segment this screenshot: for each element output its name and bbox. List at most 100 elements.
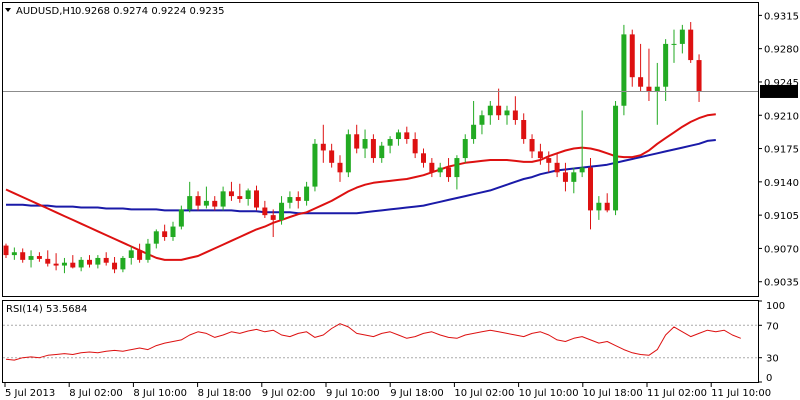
candle-body — [429, 162, 435, 173]
candle — [404, 126, 410, 144]
candle — [479, 110, 485, 135]
candle-body — [36, 256, 42, 259]
candle-body — [588, 167, 593, 211]
candle-body — [28, 256, 34, 260]
candle — [212, 196, 218, 211]
candle-body — [654, 86, 660, 92]
candle-body — [262, 207, 268, 216]
candle — [588, 158, 593, 230]
candle — [120, 256, 126, 273]
price-tick-label: 0.9140 — [764, 178, 799, 189]
candle — [53, 253, 59, 271]
time-tick-label: 9 Jul 18:00 — [390, 388, 444, 399]
candle — [412, 132, 418, 159]
candle-body — [395, 132, 401, 140]
rsi-tick-label: 100 — [766, 301, 785, 312]
candle — [696, 54, 702, 102]
candle — [337, 155, 343, 182]
candle-body — [295, 197, 301, 201]
candle — [329, 143, 335, 168]
candle — [45, 250, 51, 267]
ma-slow-line — [6, 139, 716, 215]
candle-body — [245, 190, 251, 199]
candle-body — [663, 43, 669, 87]
candle-body — [446, 167, 452, 178]
candle-body — [613, 105, 619, 211]
candle-body — [195, 196, 201, 206]
candle — [604, 193, 610, 213]
candle — [629, 29, 635, 87]
candle-body — [379, 145, 385, 159]
current-price-box — [760, 84, 798, 98]
time-tick-label: 8 Jul 18:00 — [198, 388, 252, 399]
time-tick-label: 9 Jul 02:00 — [262, 388, 316, 399]
candle — [487, 100, 493, 125]
time-tick-label: 11 Jul 02:00 — [647, 388, 707, 399]
time-axis: 5 Jul 2013 8 Jul 02:00 8 Jul 10:00 8 Jul 18… — [4, 383, 771, 399]
candle — [354, 124, 360, 154]
candle-body — [604, 202, 610, 211]
candle-body — [103, 257, 109, 263]
candle — [638, 43, 644, 92]
candle — [295, 191, 301, 209]
rsi-title: RSI(14) 53.5684 — [6, 304, 87, 315]
candle — [28, 250, 34, 268]
candle-body — [53, 263, 59, 266]
candle-body — [679, 29, 685, 44]
candle-body — [537, 151, 543, 159]
rsi-series — [5, 323, 741, 361]
candle — [228, 181, 234, 201]
candle-body — [45, 258, 51, 264]
time-tick-label: 9 Jul 10:00 — [326, 388, 380, 399]
moving-averages — [5, 113, 716, 261]
candle-body — [203, 200, 209, 206]
time-tick-label: 10 Jul 02:00 — [454, 388, 514, 399]
candle — [187, 181, 193, 213]
ma-fast-line — [5, 113, 716, 261]
candle-body — [20, 252, 26, 260]
price-tick-label: 0.9315 — [764, 11, 799, 22]
time-tick-label: 10 Jul 10:00 — [519, 388, 579, 399]
candle — [512, 96, 518, 125]
price-tick-label: 0.9280 — [764, 45, 799, 56]
candle — [95, 255, 101, 269]
candle — [254, 185, 259, 211]
candle-body — [312, 143, 318, 187]
rsi-pane-frame — [2, 300, 759, 383]
candle-body — [554, 162, 560, 173]
price-tick-label: 0.9245 — [764, 78, 799, 89]
candle-body — [320, 143, 326, 151]
candle-body — [362, 139, 368, 149]
candle-body — [671, 43, 677, 45]
candle-body — [521, 120, 527, 140]
candle — [3, 243, 9, 258]
candle-body — [95, 257, 101, 265]
triangle-down-icon[interactable] — [5, 8, 11, 12]
candle-body — [137, 250, 143, 260]
price-tick-label: 0.9035 — [764, 278, 799, 289]
candle-body — [270, 215, 276, 220]
candle — [671, 29, 677, 63]
candle — [679, 24, 685, 54]
rsi-tick-label: 30 — [766, 354, 779, 365]
candle-body — [337, 162, 343, 173]
candle — [496, 88, 502, 121]
candle — [395, 129, 401, 146]
candle — [36, 252, 42, 262]
candle — [61, 257, 67, 274]
time-tick-label: 10 Jul 18:00 — [583, 388, 643, 399]
candle-body — [87, 259, 92, 265]
candle-body — [170, 226, 176, 238]
candle — [345, 129, 351, 178]
ohlc-label: 0.9268 0.9274 0.9224 0.9235 — [75, 6, 225, 17]
candle-body — [562, 172, 568, 182]
candle — [362, 129, 368, 159]
candle-body — [279, 202, 285, 220]
price-tick-label: 0.9175 — [764, 145, 799, 156]
candle — [87, 255, 92, 268]
candle-body — [287, 197, 293, 203]
candle-body — [212, 200, 218, 207]
candle-body — [178, 209, 184, 227]
candle-body — [370, 139, 376, 159]
candle — [162, 224, 168, 241]
